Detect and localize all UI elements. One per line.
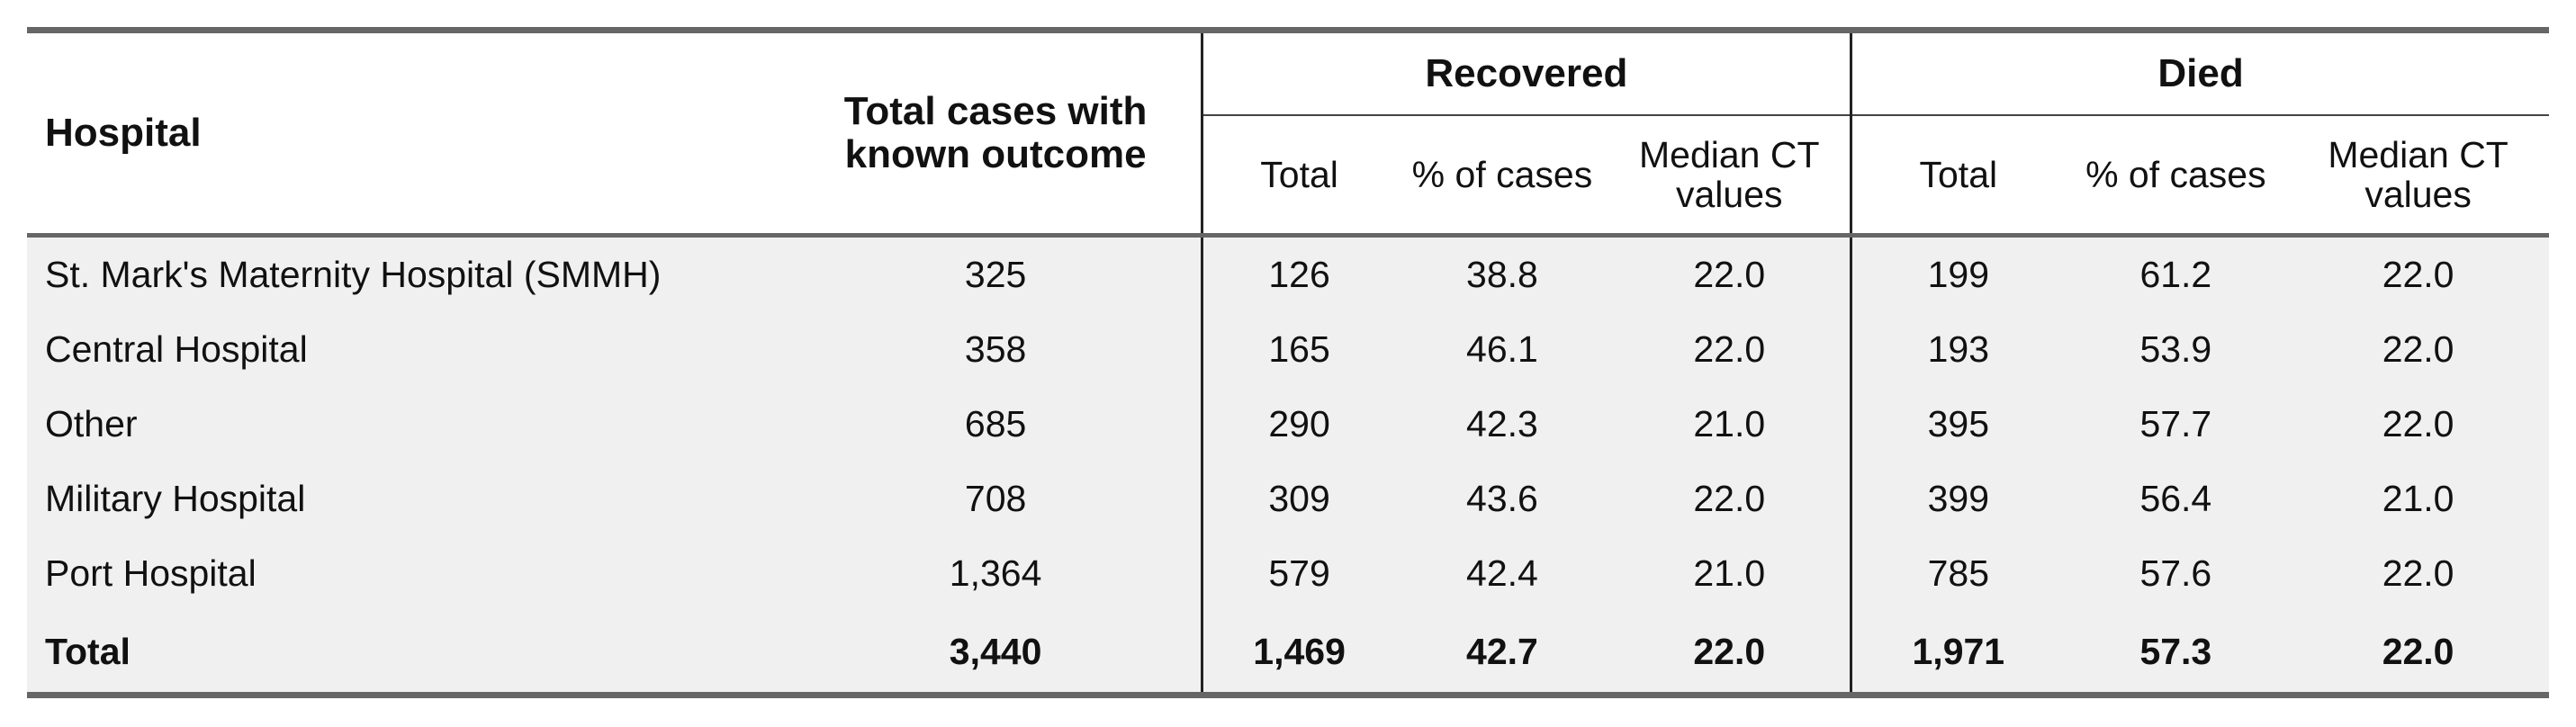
cell-recovered-total: 165 — [1202, 312, 1396, 387]
table-total-row: Total 3,440 1,469 42.7 22.0 1,971 57.3 2… — [27, 611, 2549, 698]
header-group-recovered: Recovered — [1202, 27, 1853, 116]
cell-recovered-pct-total: 42.7 — [1395, 611, 1609, 698]
cell-recovered-pct: 42.3 — [1395, 387, 1609, 462]
header-recovered-total: Total — [1202, 115, 1396, 238]
cell-died-pct: 57.6 — [2064, 536, 2288, 611]
cell-recovered-pct: 43.6 — [1395, 462, 1609, 536]
table-row: St. Mark's Maternity Hospital (SMMH) 325… — [27, 235, 2549, 312]
header-died-pct: % of cases — [2064, 115, 2288, 238]
header-total-cases: Total cases with known outcome — [790, 27, 1203, 238]
table-row: Other 685 290 42.3 21.0 395 57.7 22.0 — [27, 387, 2549, 462]
cell-recovered-pct: 46.1 — [1395, 312, 1609, 387]
cell-died-total: 395 — [1851, 387, 2065, 462]
table-row: Port Hospital 1,364 579 42.4 21.0 785 57… — [27, 536, 2549, 611]
cell-hospital: Other — [27, 387, 791, 462]
cell-died-pct-total: 57.3 — [2064, 611, 2288, 698]
cell-hospital: St. Mark's Maternity Hospital (SMMH) — [27, 235, 791, 312]
table-header: Hospital Total cases with known outcome … — [27, 27, 2549, 238]
cell-recovered-total: 309 — [1202, 462, 1396, 536]
cell-died-pct: 57.7 — [2064, 387, 2288, 462]
cell-recovered-pct: 38.8 — [1395, 235, 1609, 312]
table-row: Central Hospital 358 165 46.1 22.0 193 5… — [27, 312, 2549, 387]
cell-recovered-median: 22.0 — [1608, 312, 1853, 387]
header-recovered-pct: % of cases — [1395, 115, 1609, 238]
cell-died-total-total: 1,971 — [1851, 611, 2065, 698]
cell-recovered-median: 22.0 — [1608, 462, 1853, 536]
header-died-median: Median CT values — [2287, 115, 2549, 238]
cell-died-median: 22.0 — [2287, 235, 2549, 312]
cell-hospital: Military Hospital — [27, 462, 791, 536]
cell-died-pct: 61.2 — [2064, 235, 2288, 312]
cell-died-median: 22.0 — [2287, 312, 2549, 387]
cell-died-pct: 56.4 — [2064, 462, 2288, 536]
cell-hospital: Central Hospital — [27, 312, 791, 387]
cell-total-cases: 325 — [790, 235, 1203, 312]
cell-died-median: 22.0 — [2287, 536, 2549, 611]
header-died-total: Total — [1851, 115, 2065, 238]
cell-total-cases: 1,364 — [790, 536, 1203, 611]
cell-died-median-total: 22.0 — [2287, 611, 2549, 698]
cell-recovered-median: 22.0 — [1608, 235, 1853, 312]
cell-died-median: 22.0 — [2287, 387, 2549, 462]
cell-recovered-median-total: 22.0 — [1608, 611, 1853, 698]
cell-recovered-total: 126 — [1202, 235, 1396, 312]
header-recovered-median: Median CT values — [1608, 115, 1853, 238]
cell-recovered-median: 21.0 — [1608, 536, 1853, 611]
cell-died-total: 193 — [1851, 312, 2065, 387]
cell-died-total: 785 — [1851, 536, 2065, 611]
cell-recovered-pct: 42.4 — [1395, 536, 1609, 611]
cell-recovered-total-total: 1,469 — [1202, 611, 1396, 698]
cell-total-cases-total: 3,440 — [790, 611, 1203, 698]
cell-died-total: 399 — [1851, 462, 2065, 536]
cell-died-total: 199 — [1851, 235, 2065, 312]
cell-recovered-median: 21.0 — [1608, 387, 1853, 462]
outcome-table: Hospital Total cases with known outcome … — [27, 27, 2549, 698]
cell-total-cases: 708 — [790, 462, 1203, 536]
table-body: St. Mark's Maternity Hospital (SMMH) 325… — [27, 235, 2549, 698]
header-group-died: Died — [1851, 27, 2549, 116]
outcome-table-container: Hospital Total cases with known outcome … — [27, 27, 2549, 700]
cell-recovered-total: 579 — [1202, 536, 1396, 611]
table-row: Military Hospital 708 309 43.6 22.0 399 … — [27, 462, 2549, 536]
cell-hospital: Port Hospital — [27, 536, 791, 611]
cell-died-median: 21.0 — [2287, 462, 2549, 536]
cell-died-pct: 53.9 — [2064, 312, 2288, 387]
cell-total-cases: 685 — [790, 387, 1203, 462]
cell-hospital-total: Total — [27, 611, 791, 698]
cell-recovered-total: 290 — [1202, 387, 1396, 462]
header-hospital: Hospital — [27, 27, 791, 238]
cell-total-cases: 358 — [790, 312, 1203, 387]
